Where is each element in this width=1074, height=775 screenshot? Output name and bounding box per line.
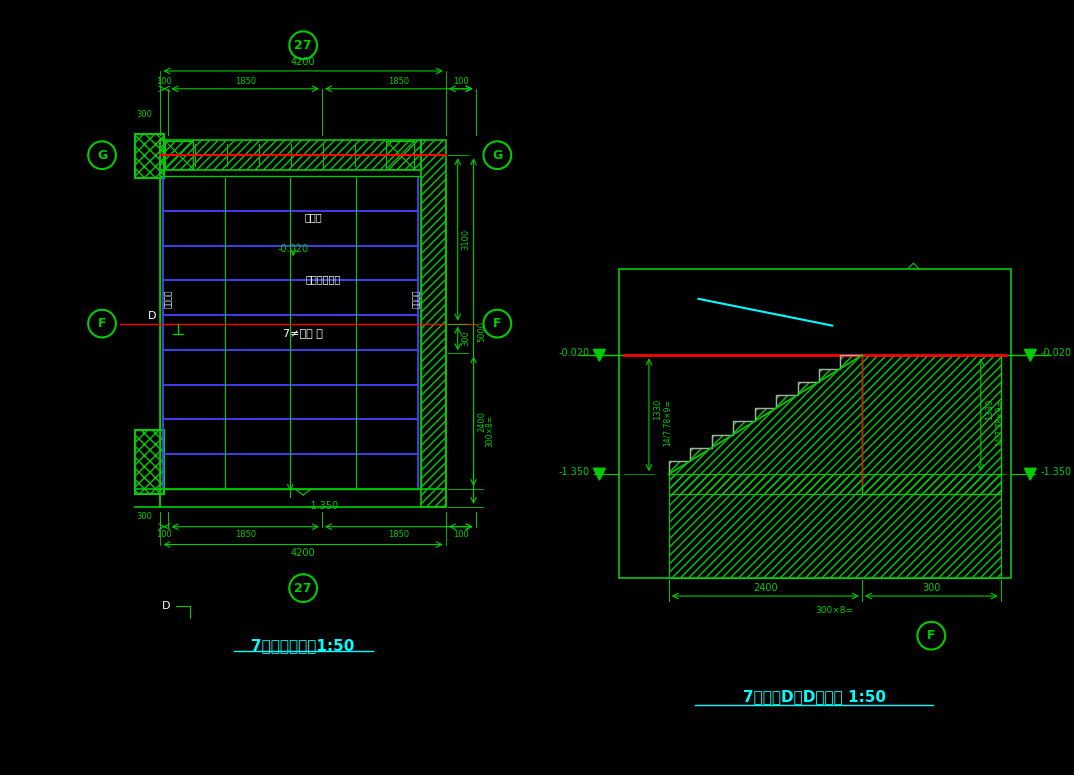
Text: 300: 300 xyxy=(136,110,153,119)
Text: 1330: 1330 xyxy=(985,399,993,420)
Polygon shape xyxy=(594,468,606,480)
Text: 2400: 2400 xyxy=(753,583,778,593)
Polygon shape xyxy=(1025,350,1036,361)
Bar xyxy=(620,274,669,574)
Text: -1.350: -1.350 xyxy=(1041,467,1072,477)
Bar xyxy=(134,134,164,178)
Text: 靠墙扶手: 靠墙扶手 xyxy=(411,290,421,308)
Text: D: D xyxy=(148,311,157,321)
Text: 1330: 1330 xyxy=(653,399,662,420)
Text: 台阶做法详图: 台阶做法详图 xyxy=(305,274,340,284)
Text: 300: 300 xyxy=(136,512,153,522)
Text: -0.020: -0.020 xyxy=(278,244,309,254)
Bar xyxy=(160,140,421,170)
Text: 坡水处: 坡水处 xyxy=(304,212,322,222)
Bar xyxy=(669,474,1001,578)
Text: 27: 27 xyxy=(294,581,311,594)
Text: 7＃台阶D－D剖面图 1:50: 7＃台阶D－D剖面图 1:50 xyxy=(743,690,886,704)
Text: -0.020: -0.020 xyxy=(1041,348,1072,358)
Text: 3100: 3100 xyxy=(462,229,470,250)
Bar xyxy=(160,176,421,489)
Text: D: D xyxy=(162,601,171,611)
Text: 7≠台阶 下: 7≠台阶 下 xyxy=(284,329,323,339)
Text: 4200: 4200 xyxy=(291,57,316,67)
Text: F: F xyxy=(98,317,106,330)
Text: 27: 27 xyxy=(294,39,311,52)
Text: 100: 100 xyxy=(453,529,468,539)
Bar xyxy=(421,140,446,507)
Polygon shape xyxy=(1025,468,1036,480)
Text: 300: 300 xyxy=(923,583,941,593)
Text: 300×8=: 300×8= xyxy=(485,415,494,447)
Text: G: G xyxy=(492,149,503,162)
Text: 4200: 4200 xyxy=(291,547,316,557)
Text: 14/7.78×9=: 14/7.78×9= xyxy=(995,399,1004,446)
Bar xyxy=(387,141,415,169)
Text: -1.350: -1.350 xyxy=(558,467,590,477)
Text: 7＃台阶平面图1:50: 7＃台阶平面图1:50 xyxy=(251,638,354,653)
Text: G: G xyxy=(97,149,107,162)
Text: 1850: 1850 xyxy=(234,77,256,86)
Text: 14/7.78×9=: 14/7.78×9= xyxy=(663,399,672,446)
Text: 300: 300 xyxy=(462,330,470,346)
Text: F: F xyxy=(493,317,502,330)
Text: 靠墙扶手: 靠墙扶手 xyxy=(164,290,173,308)
Text: 300×8=: 300×8= xyxy=(815,606,853,615)
Text: 5000: 5000 xyxy=(478,321,487,342)
Text: F: F xyxy=(927,629,935,642)
Text: -1.350: -1.350 xyxy=(307,501,338,511)
Text: 1850: 1850 xyxy=(234,529,256,539)
Text: 100: 100 xyxy=(157,77,172,86)
Bar xyxy=(165,141,193,169)
Text: -0.020: -0.020 xyxy=(558,348,590,358)
Bar xyxy=(134,429,164,494)
Bar xyxy=(620,269,1011,578)
Text: 100: 100 xyxy=(157,529,172,539)
Bar xyxy=(862,355,1001,494)
Text: 100: 100 xyxy=(453,77,468,86)
Polygon shape xyxy=(594,350,606,361)
Text: 1850: 1850 xyxy=(388,529,409,539)
Text: 2400: 2400 xyxy=(478,411,487,432)
Text: 1850: 1850 xyxy=(388,77,409,86)
